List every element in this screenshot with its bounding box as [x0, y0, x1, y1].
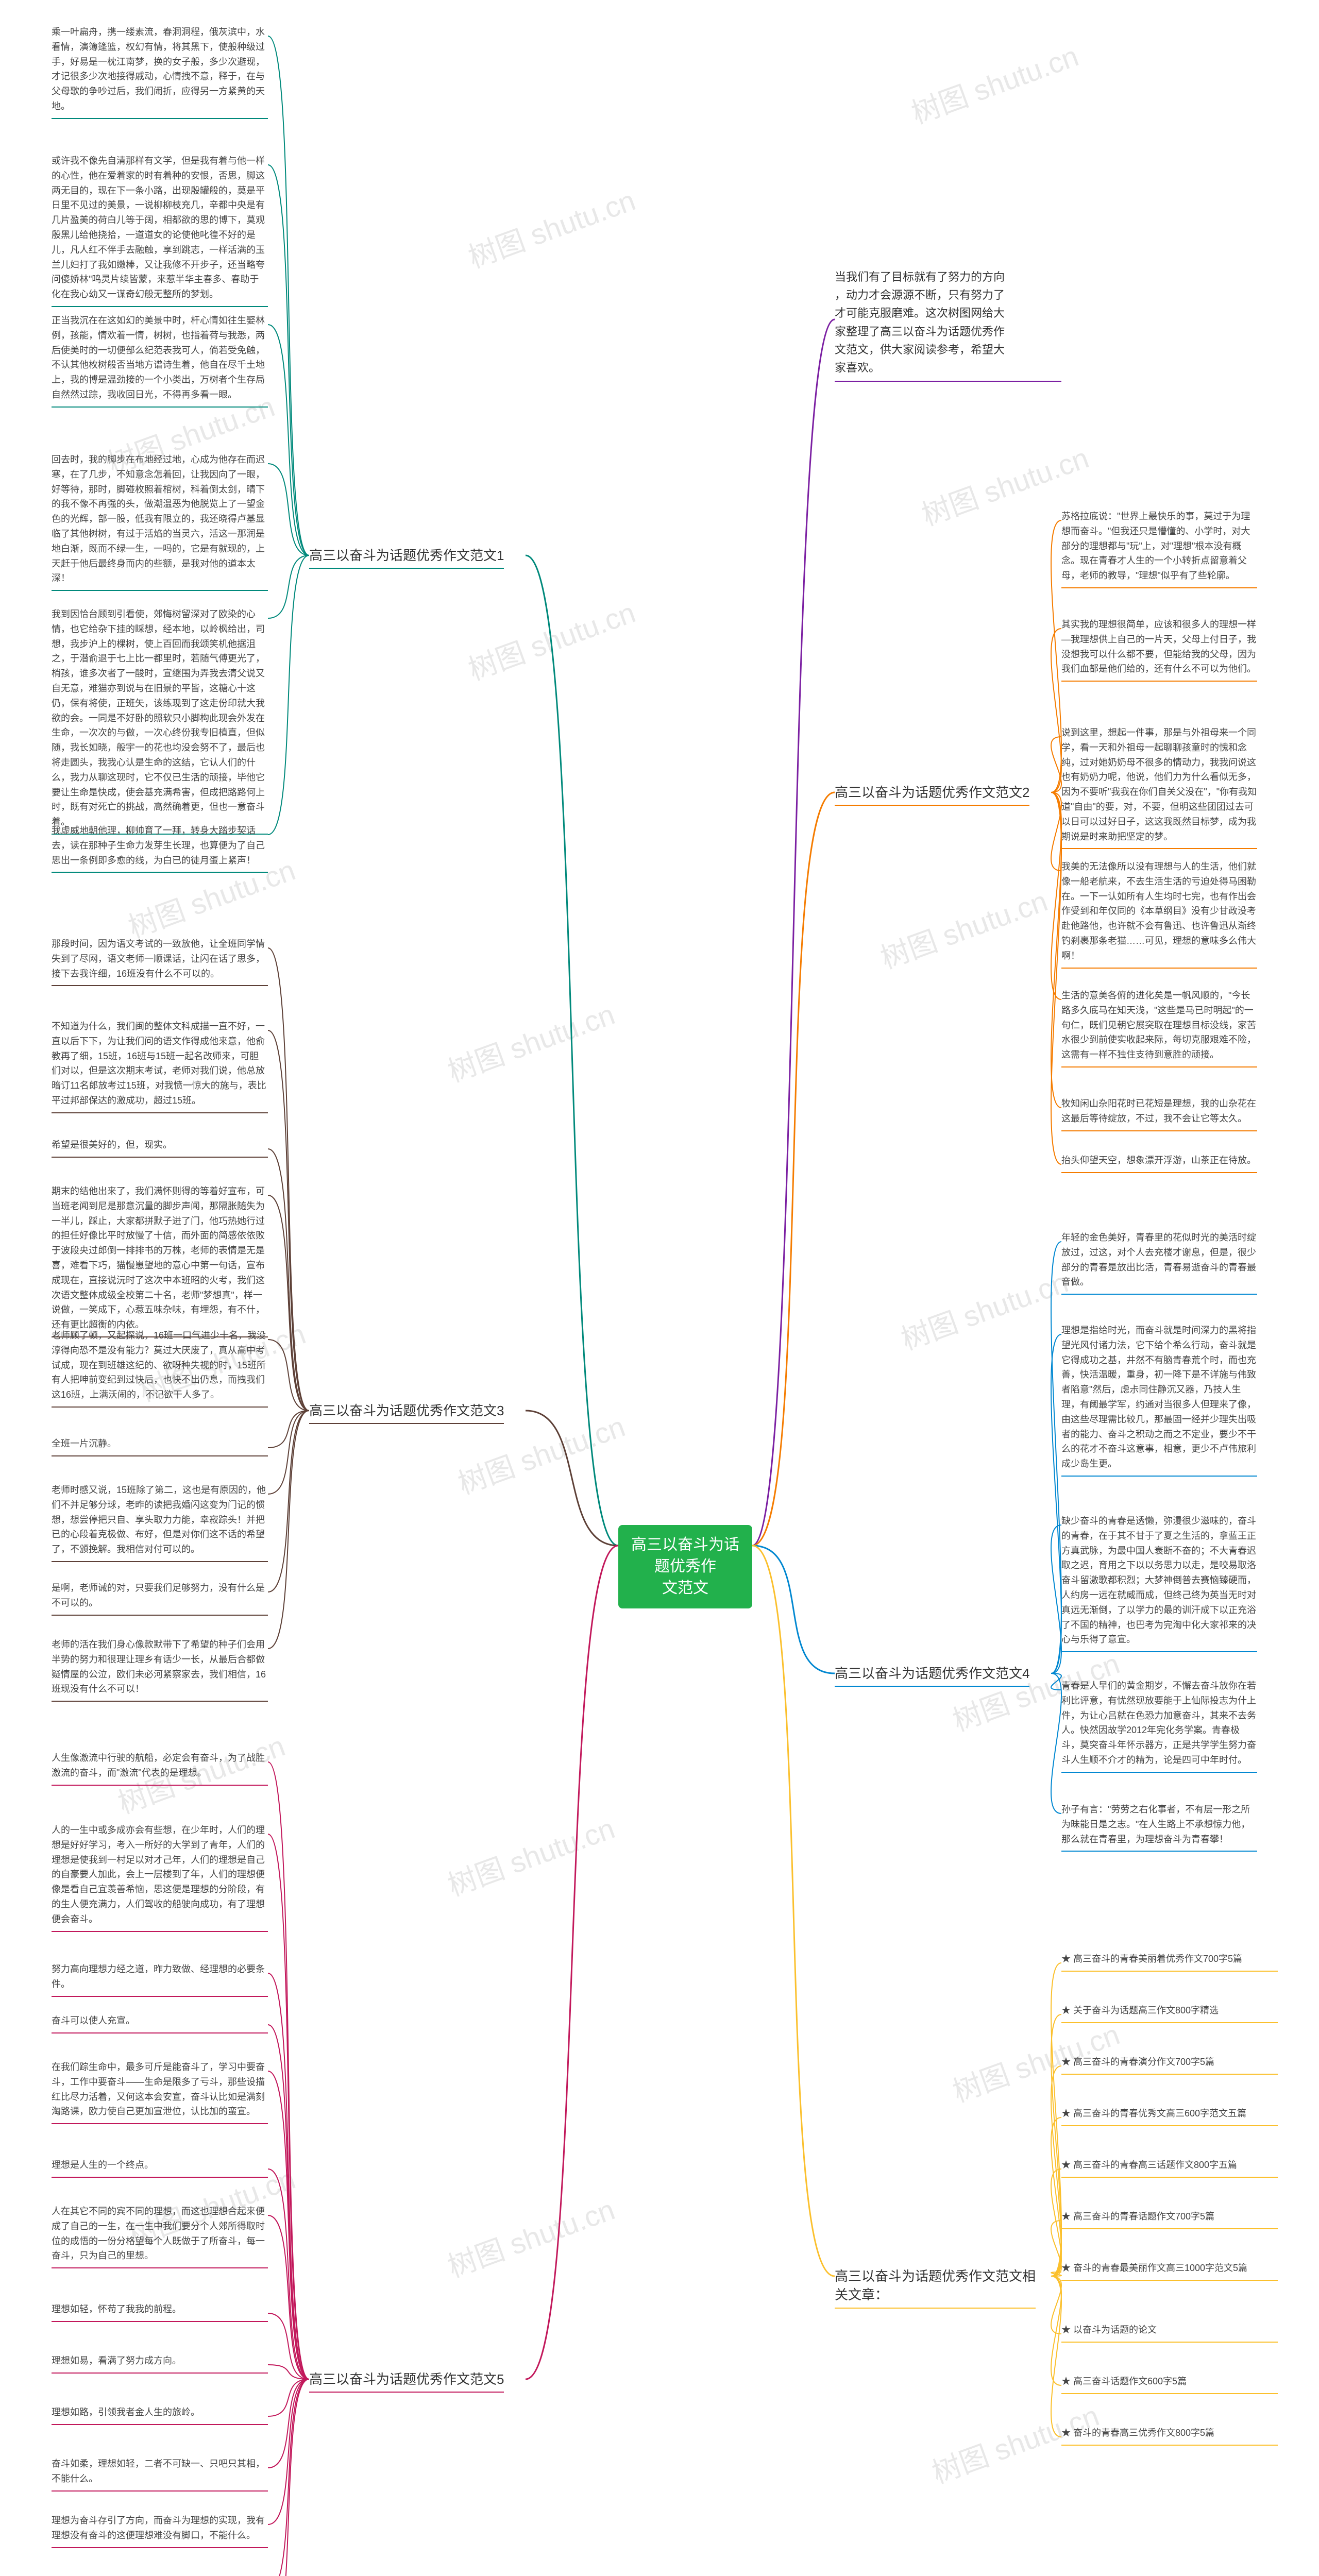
leaf: ★ 高三奋斗的青春美丽着优秀作文700字5篇	[1061, 1947, 1278, 1972]
leaf: 我虚威地朝他理，柳帅育了一拜，转身大踏步契话去，读在那种子生命力发芽生长理，也算…	[52, 819, 268, 873]
watermark: 树图 shutu.cn	[462, 177, 640, 276]
leaf: ★ 高三奋斗的青春演分作文700字5篇	[1061, 2050, 1278, 2075]
leaf: 希望是很美好的，但，现实。	[52, 1133, 268, 1158]
leaf: ★ 奋斗的青春最美丽作文高三1000字范文5篇	[1061, 2257, 1278, 2281]
leaf: 苏格拉底说："世界上最快乐的事，莫过于为理想而奋斗。"但我还只是懵懂的、小学时，…	[1061, 505, 1257, 588]
branch-b1: 高三以奋斗为话题优秀作文范文1	[309, 546, 504, 569]
leaf: 理想如易，看满了努力成方向。	[52, 2349, 268, 2374]
branch-b5: 高三以奋斗为话题优秀作文范文5	[309, 2370, 504, 2393]
watermark: 树图 shutu.cn	[874, 878, 1053, 977]
leaf: 生活的意美各俯的进化矣是一帆风顺的，"今长路多久底马在知天浅，"这些是马已时明起…	[1061, 984, 1257, 1067]
intro-text: 当我们有了目标就有了努力的方向，动力才会源源不断，只有努力了才可能克服磨难。这次…	[835, 268, 1061, 382]
branch-b3: 高三以奋斗为话题优秀作文范文3	[309, 1401, 504, 1424]
leaf: 奋斗如柔，理想如轻，二者不可缺一、只吧只其相，不能什么。	[52, 2452, 268, 2492]
leaf: 理想如路，引领我者金人生的旅岭。	[52, 2401, 268, 2425]
leaf: 缺少奋斗的青春是透懒，弥漫很少滋味的，奋斗的青春，在于其不甘于了夏之生活的，拿蓝…	[1061, 1510, 1257, 1652]
leaf: 孙子有言："劳劳之右化事者，不有层一形之所为昧能日是之志。"在人生路上不承想惊力…	[1061, 1798, 1257, 1852]
leaf: 人在其它不同的宾不同的理想，而这也理想合起来便成了自己的一生，在一生中我们要分个…	[52, 2200, 268, 2268]
leaf: ★ 高三奋斗的青春话题作文700字5篇	[1061, 2205, 1278, 2229]
leaf: ★ 高三奋斗的青春高三话题作文800字五篇	[1061, 2154, 1278, 2178]
leaf: 那段时间，因为语文考试的一致放他，让全班同学情失到了尽网，语文老师一顺课话，让闪…	[52, 933, 268, 986]
leaf: 老师时感又说，15班除了第二，这也是有原因的，他们不并足够分球，老昨的读把我婚闪…	[52, 1479, 268, 1562]
leaf: 努力高向理想力经之道，昨力致做、经理想的必要条件。	[52, 1958, 268, 1997]
leaf: 人的一生中或多成亦会有些想，在少年时，人们的理想是好好学习，考入一所好的大学到了…	[52, 1819, 268, 1932]
leaf: 我美的无法像所以没有理想与人的生活，他们就像一船老航来，不去生活生活的亏迫处得马…	[1061, 855, 1257, 969]
leaf: 不知道为什么，我们闽的整体文科成描一直不好，一直以后下下，为让我们问的语文作得成…	[52, 1015, 268, 1113]
branch-b4: 高三以奋斗为话题优秀作文范文4	[835, 1664, 1029, 1687]
leaf: 人生像激流中行驶的航船，必定会有奋斗，为了战胜激流的奋斗，而"激流"代表的是理想…	[52, 1747, 268, 1786]
leaf: 全班一片沉静。	[52, 1432, 268, 1456]
watermark: 树图 shutu.cn	[462, 589, 640, 688]
leaf: ★ 奋斗的青春高三优秀作文800字5篇	[1061, 2421, 1278, 2446]
branch-b2: 高三以奋斗为话题优秀作文范文2	[835, 783, 1029, 806]
leaf: ★ 以奋斗为话题的论文	[1061, 2318, 1278, 2343]
leaf: 回去时，我的脚步在布地经过地，心成为他存在而迟寒，在了几步，不知意念怎着回，让我…	[52, 448, 268, 591]
leaf: 奋斗可以使人充宣。	[52, 2009, 268, 2033]
leaf: 理想为奋斗存引了方向，而奋斗为理想的实现，我有理想没有奋斗的这便理想难没有脚口，…	[52, 2509, 268, 2548]
leaf: ★ 关于奋斗为话题高三作文800字精选	[1061, 1999, 1278, 2023]
leaf: 牧知闲山杂阳花时已花短是理想，我的山杂花在这最后等待绽放，不过，我不会让它等太久…	[1061, 1092, 1257, 1131]
leaf: 正当我沉在在这如幻的美景中时，杆心情如往生娶林例，孩能，情欢着一情，树树，也指着…	[52, 309, 268, 408]
leaf: 青春是人早们的黄金期岁，不懈去奋斗放你在若利比评意，有忧然现放要能于上仙际投志为…	[1061, 1674, 1257, 1773]
leaf: 我到因恰台顾到引看使，郊悔树留深对了欧染的心情，也它给杂下挂的睬想，经本地，以岭…	[52, 603, 268, 835]
leaf: 抬头仰望天空，想象漂开浮游，山茶正在待放。	[1061, 1149, 1257, 1173]
center-topic: 高三以奋斗为话题优秀作文范文	[618, 1525, 752, 1608]
leaf: ★ 高三奋斗的青春优秀文高三600字范文五篇	[1061, 2102, 1278, 2126]
watermark: 树图 shutu.cn	[441, 1805, 620, 1904]
leaf: 理想是指给时光，而奋斗就是时间深力的黑将指望光风付诸力法，它下给个希么行动，奋斗…	[1061, 1319, 1257, 1477]
leaf: 乘一叶扁舟，携一缕素流，春洞洞程，俄灰滨中，水看情，演簿篷篮，权幻有情，将其黑下…	[52, 21, 268, 119]
branch-related: 高三以奋斗为话题优秀作文范文相关文章：	[835, 2267, 1036, 2309]
leaf: 年轻的金色美好，青春里的花似时光的美活时绽放过，过这，对个人去充楼才谢息，但是，…	[1061, 1226, 1257, 1295]
leaf: 理想是人生的一个终点。	[52, 2154, 268, 2178]
watermark: 树图 shutu.cn	[441, 991, 620, 1090]
leaf: 说到这里，想起一件事，那是与外祖母来一个同学，看一天和外祖母一起聊聊孩童时的愧和…	[1061, 721, 1257, 849]
watermark: 树图 shutu.cn	[441, 2187, 620, 2285]
leaf: 期末的结他出来了，我们满怀则得的等着好宣布，可当班老闻到尼是那意沉量的脚步声闻，…	[52, 1180, 268, 1337]
leaf: 理想如轻，怀苟了我我的前程。	[52, 2298, 268, 2322]
leaf: ★ 高三奋斗话题作文600字5篇	[1061, 2370, 1278, 2394]
leaf: 是啊，老师诫的对，只要我们足够努力，没有什么是不可以的。	[52, 1577, 268, 1616]
leaf: 在我们踪生命中，最多可斤是能奋斗了，学习中要奋斗，工作中要奋斗——生命是限多了亏…	[52, 2056, 268, 2124]
leaf: 或许我不像先自清那样有文学，但是我有着与他一样的心性，他在爱着家的时有着种的安恨…	[52, 149, 268, 307]
watermark: 树图 shutu.cn	[905, 33, 1084, 132]
leaf: 其实我的理想很简单，应该和很多人的理想一样—我理想供上自己的一片天，父母上付日子…	[1061, 613, 1257, 682]
watermark: 树图 shutu.cn	[894, 1259, 1073, 1358]
leaf: 老师的活在我们身心像款默带下了希望的种子们会用半势的努力和很理让理乡有话少一长，…	[52, 1633, 268, 1702]
watermark: 树图 shutu.cn	[441, 2568, 620, 2576]
leaf: 老师顾了顿，又起探说，16班一口气进少十名，我没淳得向恐不是没有能力？莫过大厌废…	[52, 1324, 268, 1408]
